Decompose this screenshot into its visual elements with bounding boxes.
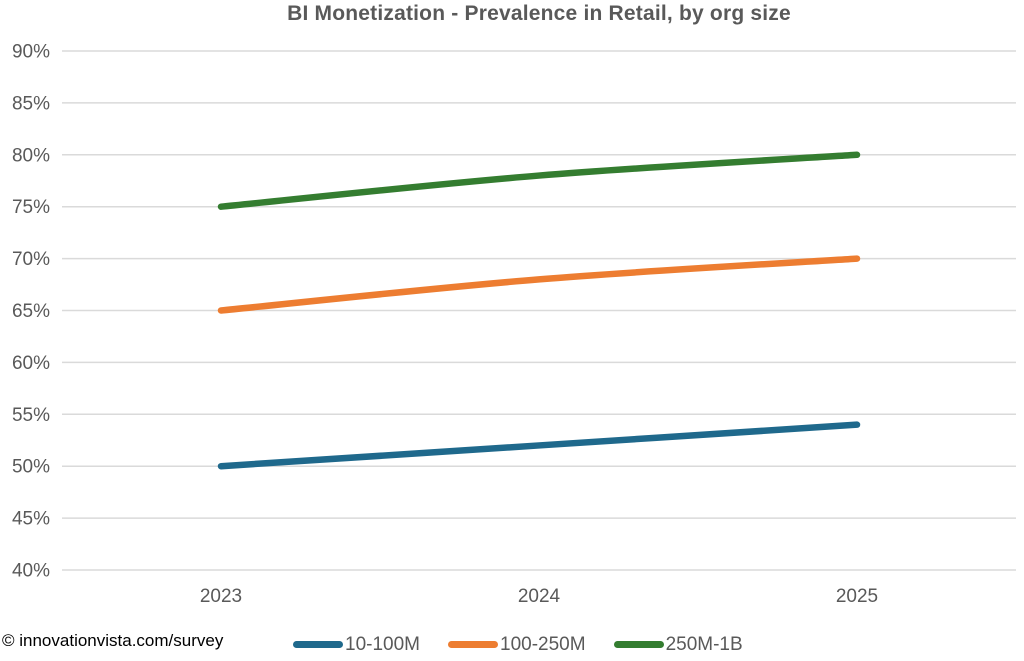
y-axis-tick-label: 65% bbox=[12, 301, 50, 322]
series-line-100-250M bbox=[217, 255, 861, 314]
legend-swatch-icon bbox=[448, 641, 498, 648]
legend-item-250M-1B: 250M-1B bbox=[613, 633, 743, 656]
x-axis-tick-label: 2023 bbox=[200, 586, 242, 607]
y-axis-tick-label: 90% bbox=[12, 42, 50, 63]
y-axis-tick-label: 85% bbox=[12, 93, 50, 114]
attribution-text: © innovationvista.com/survey bbox=[2, 631, 224, 650]
legend-item-10-100M: 10-100M bbox=[293, 634, 420, 656]
chart-footer: © innovationvista.com/survey 10-100M 100-… bbox=[0, 628, 1024, 661]
legend-swatch-icon bbox=[293, 641, 343, 648]
chart-title: BI Monetization - Prevalence in Retail, … bbox=[287, 2, 791, 25]
y-axis-tick-label: 50% bbox=[12, 457, 50, 478]
y-axis-tick-label: 45% bbox=[12, 509, 50, 530]
x-axis-tick-label: 2025 bbox=[836, 586, 878, 607]
legend: 10-100M 100-250M 250M-1B bbox=[293, 628, 743, 661]
y-axis-tick-label: 75% bbox=[12, 197, 50, 218]
legend-item-100-250M: 100-250M bbox=[448, 634, 586, 656]
y-axis-tick-label: 70% bbox=[12, 249, 50, 270]
legend-label: 10-100M bbox=[345, 633, 420, 655]
y-axis-tick-label: 80% bbox=[12, 145, 50, 166]
y-axis-tick-label: 60% bbox=[12, 353, 50, 374]
line-plot-area: 40% 45% 50% 55% 60% 65% 70% 75% 80% 85% 90% 2023 202… bbox=[12, 42, 1016, 607]
x-axis-tick-label: 2024 bbox=[518, 586, 561, 607]
series-line-250M-1B bbox=[217, 151, 861, 210]
y-axis-tick-label: 40% bbox=[12, 561, 50, 582]
legend-label: 250M-1B bbox=[665, 633, 743, 655]
legend-label: 100-250M bbox=[500, 633, 586, 655]
legend-swatch-icon bbox=[613, 641, 664, 648]
y-axis-tick-label: 55% bbox=[12, 405, 50, 426]
series-line-10-100M bbox=[217, 421, 861, 470]
